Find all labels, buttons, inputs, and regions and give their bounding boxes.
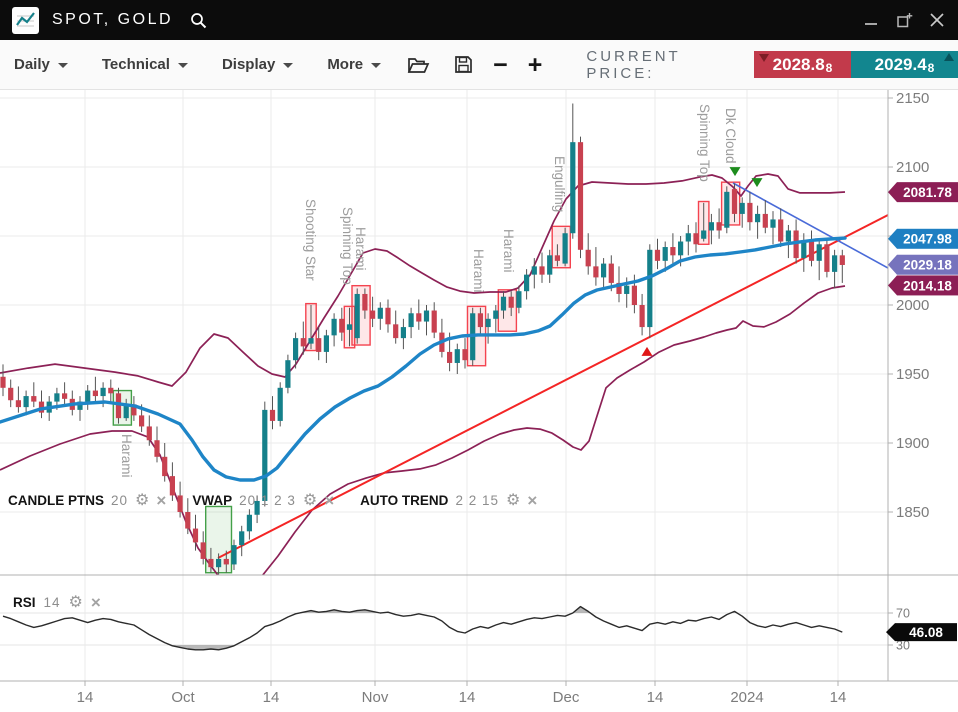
open-folder-icon[interactable] [407, 56, 430, 74]
window-title: SPOT, GOLD [52, 11, 174, 28]
svg-text:2150: 2150 [896, 90, 929, 107]
svg-text:2047.98: 2047.98 [903, 232, 952, 247]
svg-text:14: 14 [459, 689, 476, 706]
svg-text:30: 30 [896, 639, 910, 653]
price-down-arrow-icon [759, 54, 769, 62]
svg-text:46.08: 46.08 [909, 625, 943, 640]
menu-display[interactable]: Display [222, 56, 294, 73]
svg-text:14: 14 [830, 689, 847, 706]
svg-text:Spinning Top: Spinning Top [697, 104, 712, 182]
title-bar: SPOT, GOLD [0, 0, 958, 40]
legend-vwap: VWAP 20 1 2 3 ⚙ × [192, 490, 335, 510]
remove-indicator-icon[interactable]: × [527, 490, 538, 510]
svg-text:Shooting Star: Shooting Star [303, 199, 318, 281]
indicator-legend-row: CANDLE PTNS 20 ⚙ × VWAP 20 1 2 3 ⚙ × AUT… [8, 490, 538, 510]
svg-text:1900: 1900 [896, 435, 929, 452]
window-controls [862, 11, 946, 29]
app-logo-icon [12, 6, 39, 34]
svg-text:14: 14 [647, 689, 664, 706]
remove-indicator-icon[interactable]: × [156, 490, 167, 510]
remove-indicator-icon[interactable]: × [90, 592, 101, 612]
svg-text:70: 70 [896, 607, 910, 621]
svg-text:Harami: Harami [501, 229, 516, 273]
chevron-down-icon [371, 63, 382, 68]
price-up-arrow-icon [944, 53, 954, 61]
search-icon[interactable] [189, 11, 208, 30]
svg-text:14: 14 [77, 689, 94, 706]
gear-icon[interactable]: ⚙ [68, 593, 83, 611]
svg-text:Oct: Oct [171, 689, 195, 706]
svg-text:14: 14 [263, 689, 280, 706]
toolbar: Daily Technical Display More [0, 40, 958, 90]
svg-text:Dec: Dec [553, 689, 580, 706]
legend-rsi: RSI 14 ⚙ × [13, 592, 101, 612]
gear-icon[interactable]: ⚙ [135, 491, 150, 509]
zoom-out-button[interactable]: − [493, 50, 508, 79]
legend-candle-patterns: CANDLE PTNS 20 ⚙ × [8, 490, 167, 510]
bid-price-badge: 2028.8 8 [754, 51, 851, 78]
current-price-label: CURRENT PRICE: [586, 47, 681, 82]
gear-icon[interactable]: ⚙ [505, 491, 521, 509]
svg-text:Nov: Nov [362, 689, 389, 706]
svg-text:2014.18: 2014.18 [903, 278, 952, 293]
legend-auto-trend: AUTO TREND 2 2 15 ⚙ × [360, 490, 538, 510]
svg-text:Harami: Harami [353, 227, 368, 271]
minimize-icon[interactable] [862, 11, 880, 29]
save-icon[interactable] [454, 55, 473, 74]
remove-indicator-icon[interactable]: × [324, 490, 335, 510]
svg-text:2100: 2100 [896, 159, 929, 176]
svg-text:2024: 2024 [730, 689, 763, 706]
svg-text:Engulfing: Engulfing [552, 156, 567, 212]
svg-text:2029.18: 2029.18 [903, 258, 952, 273]
svg-text:2081.78: 2081.78 [903, 185, 952, 200]
chevron-down-icon [57, 63, 68, 68]
zoom-in-button[interactable]: + [527, 50, 543, 79]
close-icon[interactable] [928, 11, 946, 29]
svg-text:Spinning Top: Spinning Top [340, 207, 355, 285]
chevron-down-icon [283, 63, 294, 68]
svg-text:1950: 1950 [896, 366, 929, 383]
menu-more[interactable]: More [327, 56, 382, 73]
svg-text:Dk Cloud: Dk Cloud [723, 108, 738, 164]
gear-icon[interactable]: ⚙ [302, 491, 318, 509]
svg-text:Harami: Harami [119, 434, 134, 478]
ask-price-badge: 2029.4 8 [851, 51, 958, 78]
menu-timeframe[interactable]: Daily [14, 56, 68, 73]
svg-text:2000: 2000 [896, 297, 929, 314]
svg-text:Harami: Harami [471, 249, 486, 293]
popout-icon[interactable] [895, 11, 913, 29]
svg-text:1850: 1850 [896, 504, 929, 521]
chevron-down-icon [177, 63, 188, 68]
menu-technical[interactable]: Technical [102, 56, 188, 73]
